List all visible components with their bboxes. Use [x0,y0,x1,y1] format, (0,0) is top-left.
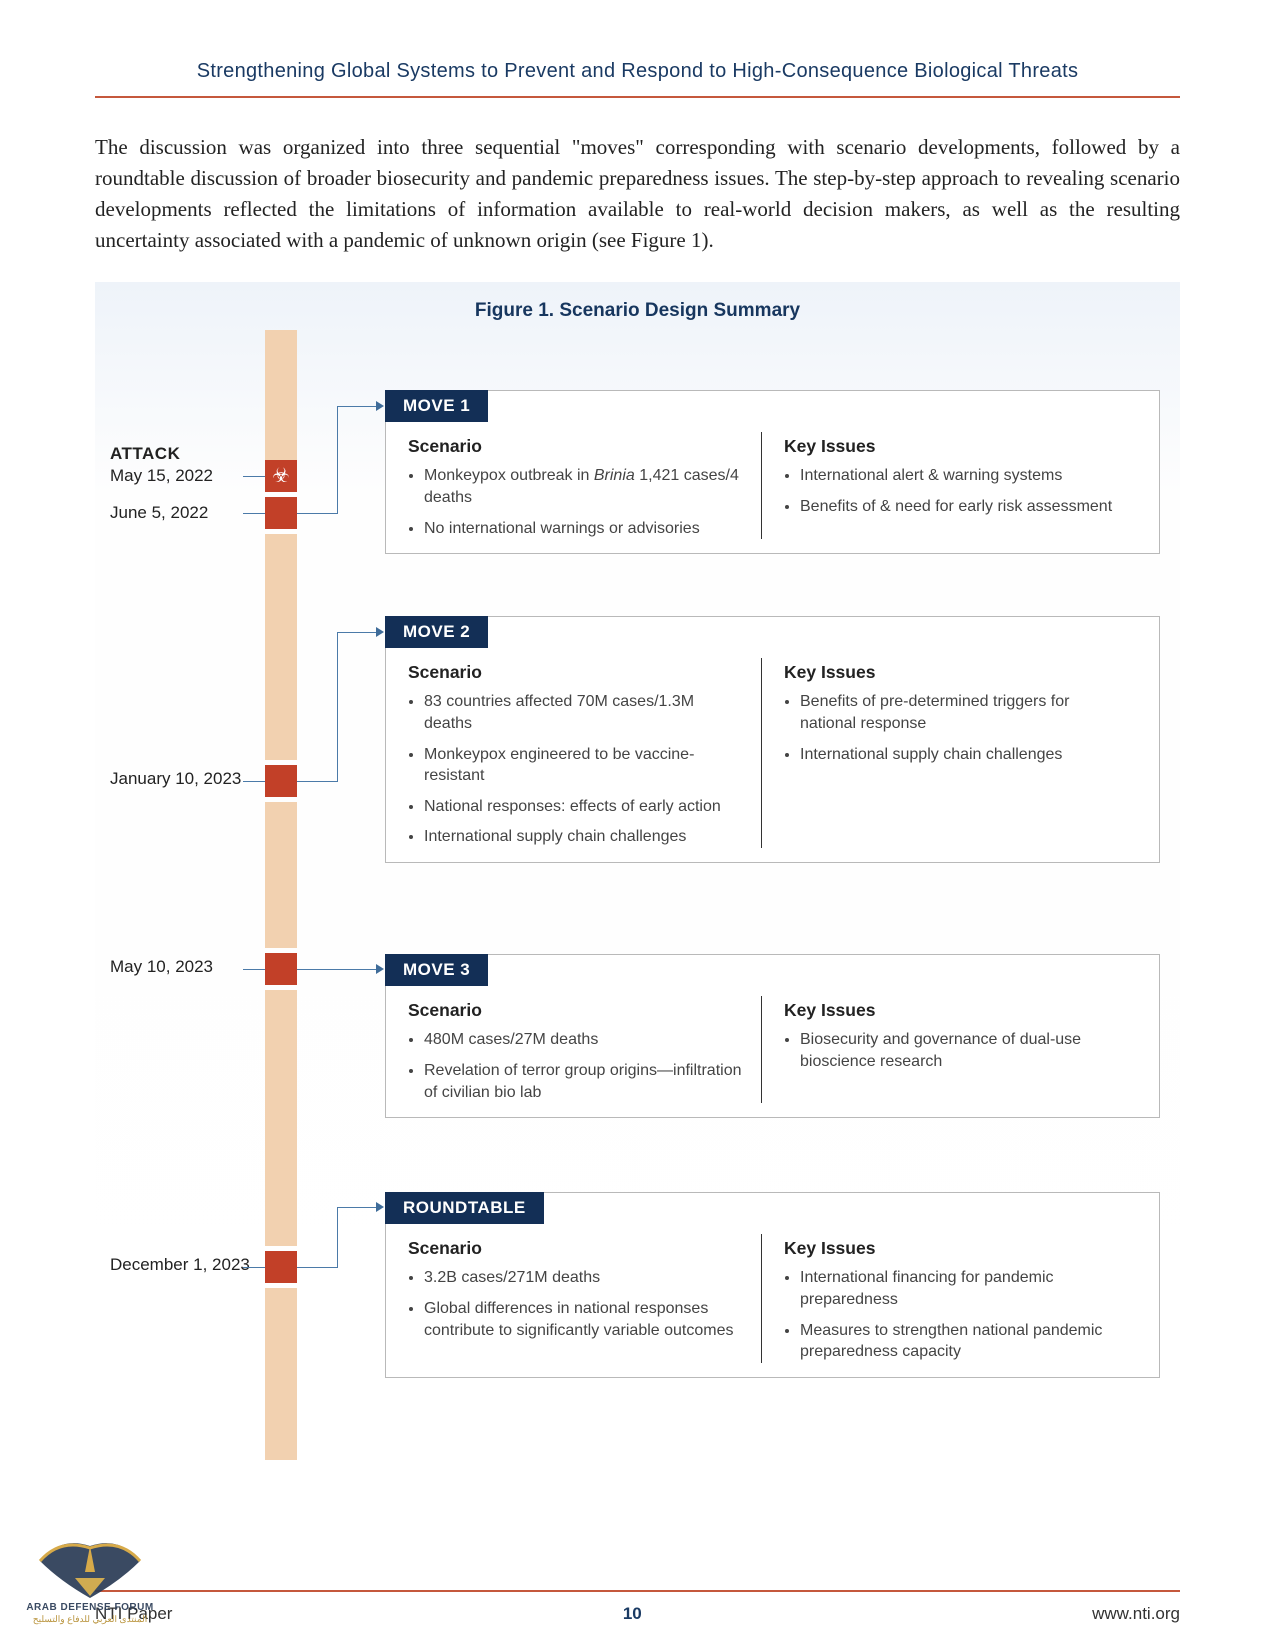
issues-heading: Key Issues [784,662,1119,683]
issues-heading: Key Issues [784,1238,1119,1259]
watermark-logo: ARAB DEFENSE FORUM المنتدى العربي للدفاع… [10,1526,170,1646]
date-may-15-2022: May 15, 2022 [110,466,213,485]
list-item: International alert & warning systems [800,465,1119,487]
list-item: National responses: effects of early act… [424,796,743,818]
figure-1: Figure 1. Scenario Design Summary ☣ ATTA… [95,282,1180,1480]
scenario-list: Monkeypox outbreak in Brinia 1,421 cases… [408,465,743,539]
header-rule [95,96,1180,98]
issues-heading: Key Issues [784,1000,1119,1021]
move-3-box: MOVE 3 Scenario 480M cases/27M deaths Rev… [385,954,1160,1118]
date-label: January 10, 2023 [110,768,250,789]
list-item: Biosecurity and governance of dual-use b… [800,1029,1119,1072]
date-label: June 5, 2022 [110,502,250,523]
move-tab: MOVE 2 [385,616,488,648]
scenario-heading: Scenario [408,1000,743,1021]
list-item: Benefits of & need for early risk assess… [800,496,1119,518]
move-2-box: MOVE 2 Scenario 83 countries affected 70… [385,616,1160,863]
move-tab: ROUNDTABLE [385,1192,544,1224]
roundtable-box: ROUNDTABLE Scenario 3.2B cases/271M deat… [385,1192,1160,1377]
issues-list: International financing for pandemic pre… [784,1267,1119,1362]
footer-rule [95,1590,1180,1592]
list-item: Measures to strengthen national pandemic… [800,1320,1119,1363]
list-item: 480M cases/27M deaths [424,1029,743,1051]
watermark-line2: المنتدى العربي للدفاع والتسليح [10,1614,170,1625]
date-june-5-2022: June 5, 2022 [110,503,208,522]
list-item: 3.2B cases/271M deaths [424,1267,743,1289]
issues-list: Benefits of pre-determined triggers for … [784,691,1119,765]
list-item: International supply chain challenges [800,744,1119,766]
list-item: No international warnings or advisories [424,518,743,540]
move-tab: MOVE 1 [385,390,488,422]
timeline-column: ☣ [265,330,297,1460]
scenario-list: 83 countries affected 70M cases/1.3M dea… [408,691,743,848]
move-1-box: MOVE 1 Scenario Monkeypox outbreak in Br… [385,390,1160,554]
list-item: 83 countries affected 70M cases/1.3M dea… [424,691,743,734]
date-label: December 1, 2023 [110,1254,250,1275]
watermark-line1: ARAB DEFENSE FORUM [10,1602,170,1613]
date-may-10-2023: May 10, 2023 [110,957,213,976]
arrowhead-icon [376,964,384,974]
list-item: Global differences in national responses… [424,1298,743,1341]
page-footer: NTI Paper 10 www.nti.org [95,1604,1180,1624]
issues-list: International alert & warning systems Ben… [784,465,1119,517]
scenario-heading: Scenario [408,1238,743,1259]
page-number: 10 [623,1604,642,1624]
footer-right: www.nti.org [1092,1604,1180,1624]
page-header-title: Strengthening Global Systems to Prevent … [95,60,1180,96]
issues-heading: Key Issues [784,436,1119,457]
arrowhead-icon [376,627,384,637]
attack-word: ATTACK [110,444,180,463]
scenario-list: 3.2B cases/271M deaths Global differences… [408,1267,743,1341]
list-item: Monkeypox engineered to be vaccine-resis… [424,744,743,787]
list-item: International financing for pandemic pre… [800,1267,1119,1310]
date-jan-10-2023: January 10, 2023 [110,769,241,788]
biohazard-icon: ☣ [265,460,297,492]
scenario-list: 480M cases/27M deaths Revelation of terro… [408,1029,743,1103]
intro-paragraph: The discussion was organized into three … [95,132,1180,256]
arrowhead-icon [376,1202,384,1212]
arrowhead-icon [376,401,384,411]
move-tab: MOVE 3 [385,954,488,986]
list-item: Monkeypox outbreak in Brinia 1,421 cases… [424,465,743,508]
list-item: International supply chain challenges [424,826,743,848]
list-item: Revelation of terror group origins—infil… [424,1060,743,1103]
date-dec-1-2023: December 1, 2023 [110,1255,250,1274]
attack-label: ATTACK May 15, 2022 [110,443,250,486]
issues-list: Biosecurity and governance of dual-use b… [784,1029,1119,1072]
scenario-heading: Scenario [408,662,743,683]
figure-title: Figure 1. Scenario Design Summary [115,300,1160,322]
list-item: Benefits of pre-determined triggers for … [800,691,1119,734]
scenario-heading: Scenario [408,436,743,457]
date-label: May 10, 2023 [110,956,250,977]
